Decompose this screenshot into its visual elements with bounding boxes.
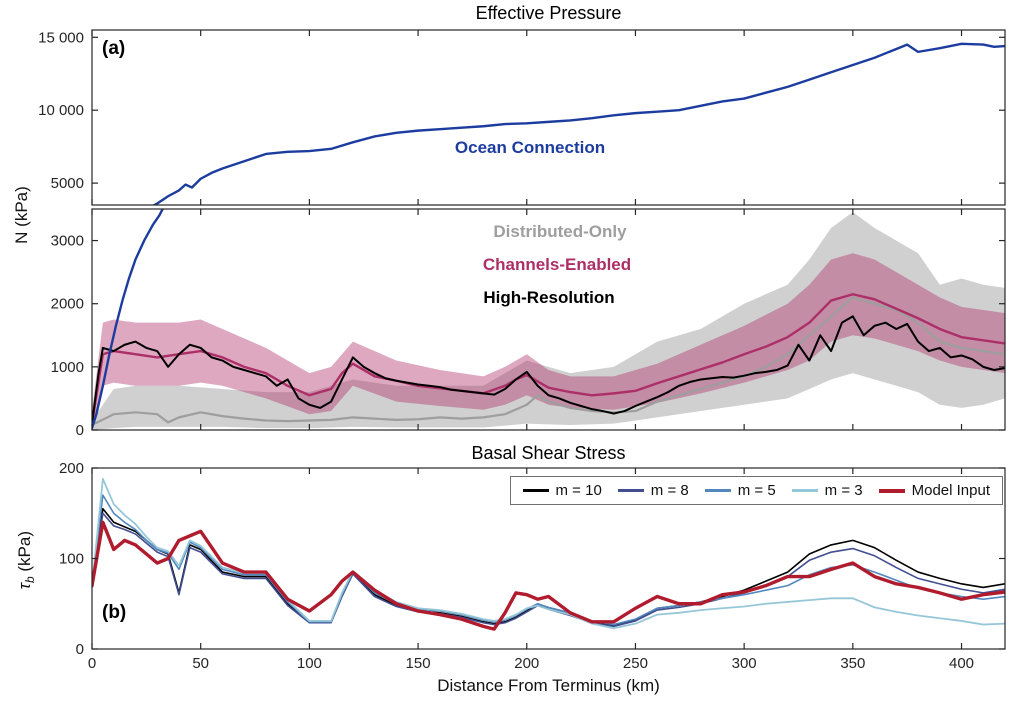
legend-entry-m3: m = 3 (791, 482, 863, 499)
y-tick-label: 1000 (51, 359, 84, 376)
legend-entry-m10: m = 10 (522, 482, 602, 499)
legend-entry-model-input: Model Input (878, 482, 990, 499)
x-tick-label: 350 (840, 655, 865, 672)
legend-entry-m5: m = 5 (704, 482, 776, 499)
plot-area-basal-shear-stress (92, 477, 1005, 631)
high-resolution-line (92, 315, 1005, 425)
x-tick-label: 200 (514, 655, 539, 672)
x-tick-label: 150 (406, 655, 431, 672)
x-tick-label: 0 (88, 655, 96, 672)
ocean-connection-line-lower (92, 209, 164, 430)
y-tick-label: 2000 (51, 296, 84, 313)
y-tick-label: 0 (76, 422, 84, 439)
m3-swatch (791, 489, 818, 492)
m10-swatch (522, 489, 549, 492)
y-tick-label: 3000 (51, 233, 84, 250)
legend: m = 10 m = 8 m = 5 m = 3 Model Input (509, 476, 1003, 505)
x-tick-label: 300 (732, 655, 757, 672)
plot-area-effective-pressure-lower (92, 209, 1005, 430)
tau-symbol: τ (14, 583, 34, 590)
x-tick-label: 100 (297, 655, 322, 672)
ocean-connection-label: Ocean Connection (454, 138, 606, 157)
n-axis-label: N (kPa) (12, 186, 31, 244)
legend-label-m5: m = 5 (737, 482, 776, 499)
panel-effective-pressure-upper: 5000 10 000 15 000 (38, 29, 1006, 206)
ocean-connection-line (151, 42, 1005, 205)
panel-effective-pressure-lower: 0 1000 2000 3000 (51, 208, 1006, 439)
m5-swatch (704, 489, 731, 492)
distributed-only-label: Distributed-Only (493, 222, 627, 241)
y-tick-label: 10 000 (38, 102, 84, 119)
m8-swatch (617, 489, 644, 492)
channels-enabled-label: Channels-Enabled (482, 255, 632, 274)
distributed-only-band (92, 212, 1005, 430)
panel-b-title: Basal Shear Stress (471, 443, 626, 463)
axes-box-effective-pressure-lower (91, 208, 1006, 431)
x-axis-label: Distance From Terminus (km) (437, 676, 660, 695)
x-tick-label: 50 (192, 655, 209, 672)
channels-enabled-line (92, 293, 1005, 425)
tau-units: (kPa) (14, 531, 34, 577)
tau-subscript: b (23, 576, 38, 584)
tau-axis-label: τb (kPa) (15, 490, 37, 630)
legend-label-m8: m = 8 (650, 482, 689, 499)
panel-a-letter: (a) (102, 38, 126, 59)
high-resolution-label: High-Resolution (483, 288, 615, 307)
x-tick-label: 400 (949, 655, 974, 672)
legend-label-m3: m = 3 (824, 482, 863, 499)
panel-b-letter: (b) (102, 602, 127, 623)
x-tick-label: 250 (623, 655, 648, 672)
y-tick-label: 5000 (51, 175, 84, 192)
legend-entry-m8: m = 8 (617, 482, 689, 499)
model-input-swatch (878, 488, 905, 493)
y-tick-label: 100 (59, 551, 84, 568)
channels-enabled-band (92, 253, 1005, 430)
panel-a-title: Effective Pressure (475, 3, 622, 23)
y-tick-label: 15 000 (38, 29, 84, 46)
y-tick-label: 200 (59, 460, 84, 477)
y-tick-label: 0 (76, 641, 84, 658)
model-input-line (92, 520, 1005, 631)
legend-label-m10: m = 10 (555, 482, 602, 499)
axes-box-effective-pressure-upper (91, 29, 1006, 206)
legend-label-model-input: Model Input (911, 482, 990, 499)
distributed-only-line (92, 296, 1005, 427)
plot-area-effective-pressure-upper (151, 42, 1005, 205)
